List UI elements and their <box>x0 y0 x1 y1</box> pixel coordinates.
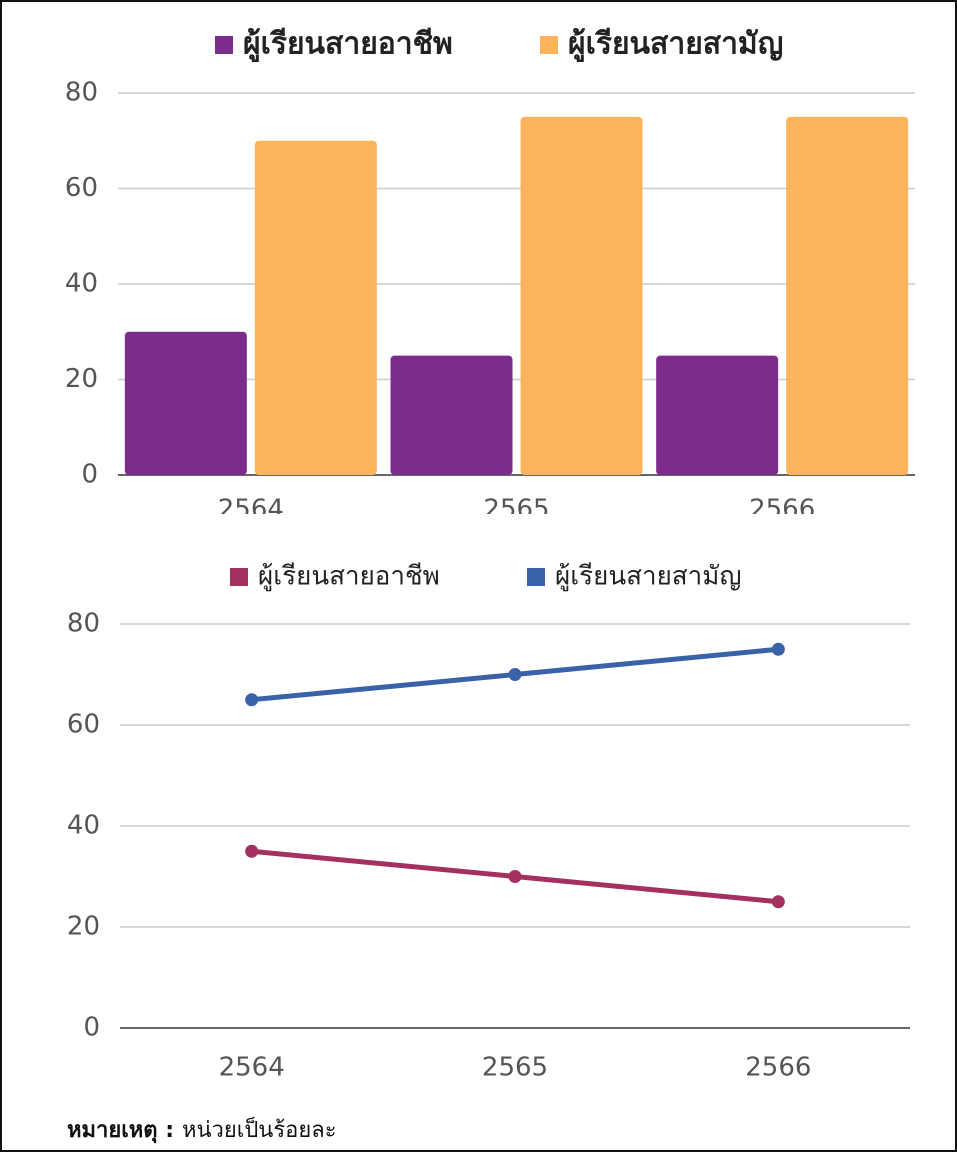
note: หมายเหตุ : หน่วยเป็นร้อยละ <box>67 1115 337 1144</box>
x-tick-label: 2565 <box>483 495 549 525</box>
point <box>245 844 259 858</box>
point <box>771 642 785 656</box>
y-tick-label: 40 <box>65 269 98 299</box>
bar <box>124 331 247 475</box>
y-tick-label: 60 <box>67 710 100 740</box>
y-tick-label: 20 <box>67 912 100 942</box>
y-tick-label: 20 <box>65 364 98 394</box>
y-tick-label: 0 <box>83 1013 100 1043</box>
note-label: หมายเหตุ : <box>67 1118 174 1144</box>
note-text: หน่วยเป็นร้อยละ <box>182 1115 337 1143</box>
legend-swatch <box>540 36 558 54</box>
y-tick-label: 0 <box>81 460 98 490</box>
legend-swatch <box>215 36 233 54</box>
bar <box>656 355 779 475</box>
legend-swatch <box>527 568 545 586</box>
x-tick-label: 2564 <box>218 495 284 525</box>
bar <box>254 140 377 475</box>
point <box>245 693 259 707</box>
x-tick-label: 2564 <box>219 1053 285 1083</box>
point <box>508 870 522 883</box>
legend-swatch <box>230 568 248 586</box>
bar <box>520 116 643 475</box>
y-tick-label: 40 <box>67 811 100 841</box>
x-tick-label: 2566 <box>745 1053 811 1083</box>
legend-label: ผู้เรียนสายอาชีพ <box>258 562 440 592</box>
point <box>771 895 785 909</box>
legend-label: ผู้เรียนสายสามัญ <box>555 562 742 592</box>
bar <box>390 355 513 475</box>
x-tick-label: 2566 <box>749 495 815 525</box>
bar <box>786 116 909 475</box>
legend-label: ผู้เรียนสายสามัญ <box>568 27 783 63</box>
y-tick-label: 80 <box>67 609 100 639</box>
legend-label: ผู้เรียนสายอาชีพ <box>243 27 453 63</box>
point <box>508 668 522 681</box>
x-tick-label: 2565 <box>482 1053 548 1083</box>
y-tick-label: 80 <box>65 78 98 108</box>
y-tick-label: 60 <box>65 173 98 203</box>
